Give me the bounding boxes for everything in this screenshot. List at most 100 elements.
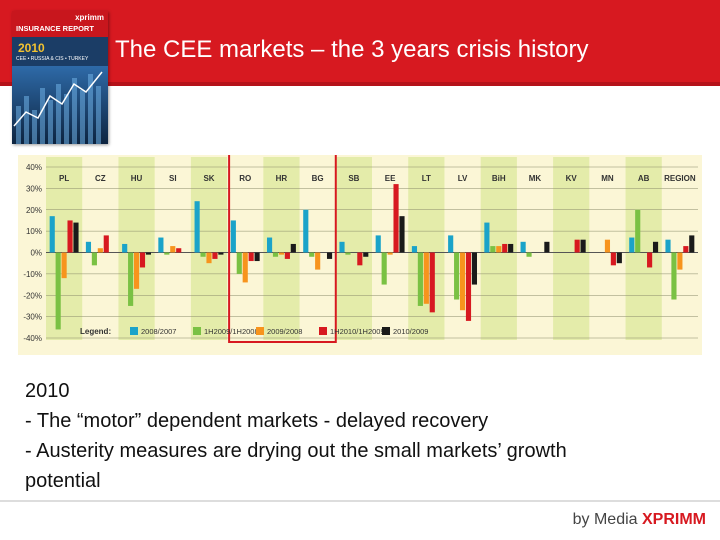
- legend-swatch: [319, 327, 327, 335]
- bar: [417, 252, 423, 306]
- bar: [496, 246, 502, 253]
- bar: [122, 243, 128, 253]
- bar: [635, 209, 641, 253]
- footer-prefix: by Media: [572, 511, 638, 528]
- bar: [128, 252, 134, 306]
- bar: [266, 237, 273, 253]
- y-tick-label: 20%: [26, 206, 42, 215]
- bar: [363, 252, 369, 257]
- x-category-label: RO: [239, 174, 251, 183]
- bar: [230, 220, 236, 253]
- footer-divider: [0, 500, 720, 502]
- header-divider: [0, 82, 720, 86]
- bar: [284, 252, 290, 259]
- bar: [544, 241, 550, 253]
- bar: [73, 222, 79, 253]
- bar: [309, 252, 315, 257]
- bar: [520, 241, 526, 253]
- bar: [387, 252, 393, 255]
- x-category-label: MK: [529, 174, 542, 183]
- bar: [629, 237, 635, 253]
- bar: [290, 243, 296, 253]
- bar: [194, 201, 200, 253]
- x-category-label: PL: [59, 174, 69, 183]
- body-line-austerity: - Austerity measures are drying out the …: [25, 440, 567, 462]
- bar: [671, 252, 677, 300]
- bar: [429, 252, 435, 313]
- bar: [339, 241, 345, 253]
- bar: [399, 216, 405, 253]
- y-tick-label: 40%: [26, 163, 42, 172]
- bar: [212, 252, 218, 259]
- bar: [423, 252, 429, 304]
- bar: [176, 248, 182, 253]
- y-tick-label: 10%: [26, 227, 42, 236]
- header-bar: [0, 0, 720, 82]
- bar: [683, 246, 689, 253]
- legend-title: Legend:: [80, 327, 111, 336]
- bar: [616, 252, 622, 264]
- bar: [103, 235, 109, 253]
- bar: [139, 252, 146, 268]
- bar: [170, 246, 176, 253]
- bar: [580, 239, 586, 253]
- page-title: The CEE markets – the 3 years crisis his…: [115, 36, 589, 63]
- legend-entry: 2009/2008: [267, 327, 302, 336]
- cover-region: CEE • RUSSIA & CIS • TURKEY: [16, 56, 89, 62]
- body-text: 2010 - The “motor” dependent markets - d…: [25, 376, 705, 496]
- report-cover-image: xprimm INSURANCE REPORT 2010 CEE • RUSSI…: [12, 11, 108, 144]
- bar: [91, 252, 97, 266]
- x-category-label: MN: [601, 174, 614, 183]
- bar: [357, 252, 363, 266]
- x-category-label: KV: [566, 174, 578, 183]
- bar: [689, 235, 695, 253]
- y-tick-label: 30%: [26, 184, 42, 193]
- bar: [465, 252, 472, 321]
- legend-entry: 1H2010/1H2009: [330, 327, 385, 336]
- footer-credit: by Media XPRIMM: [573, 511, 706, 529]
- legend-entry: 2008/2007: [141, 327, 176, 336]
- bar: [49, 216, 55, 253]
- x-category-label: EE: [385, 174, 396, 183]
- y-tick-label: -10%: [23, 270, 42, 279]
- bar: [604, 239, 611, 253]
- bar: [248, 252, 254, 262]
- legend-swatch: [382, 327, 390, 335]
- cover-year: 2010: [18, 41, 45, 55]
- y-tick-label: 0%: [30, 249, 42, 258]
- x-category-label: REGION: [664, 174, 696, 183]
- bar: [508, 243, 514, 253]
- bar: [236, 252, 242, 274]
- bar: [490, 246, 496, 253]
- bar: [381, 252, 387, 285]
- bar: [448, 235, 454, 253]
- bar: [303, 209, 309, 253]
- bar: [326, 252, 333, 259]
- x-category-label: SK: [203, 174, 214, 183]
- legend-entry: 1H2009/1H2008: [204, 327, 259, 336]
- bar: [55, 252, 61, 330]
- y-tick-label: -40%: [23, 334, 42, 343]
- legend-swatch: [193, 327, 201, 335]
- bar-chart: 40% 30% 20% 10% 0% -10% -20% -30% -40% PL CZ HU SI SK…: [18, 144, 702, 355]
- x-category-label: LV: [458, 174, 468, 183]
- x-category-label: SI: [169, 174, 177, 183]
- bar: [677, 252, 683, 270]
- bar: [484, 222, 490, 253]
- x-category-label: BG: [312, 174, 324, 183]
- footer-brand: XPRIMM: [642, 511, 706, 528]
- bar: [315, 252, 321, 270]
- bar: [345, 252, 351, 255]
- x-category-label: AB: [638, 174, 650, 183]
- bar: [647, 252, 653, 268]
- y-tick-label: -30%: [23, 313, 42, 322]
- x-category-label: HR: [276, 174, 288, 183]
- x-category-label: BiH: [492, 174, 506, 183]
- cover-report-name: INSURANCE REPORT: [16, 24, 94, 33]
- bar: [459, 252, 466, 311]
- chart-container: 40% 30% 20% 10% 0% -10% -20% -30% -40% PL CZ HU SI SK…: [18, 144, 702, 355]
- cover-graphic-icon: [12, 66, 108, 144]
- bar: [206, 252, 212, 264]
- bar: [454, 252, 460, 300]
- bar: [411, 246, 418, 253]
